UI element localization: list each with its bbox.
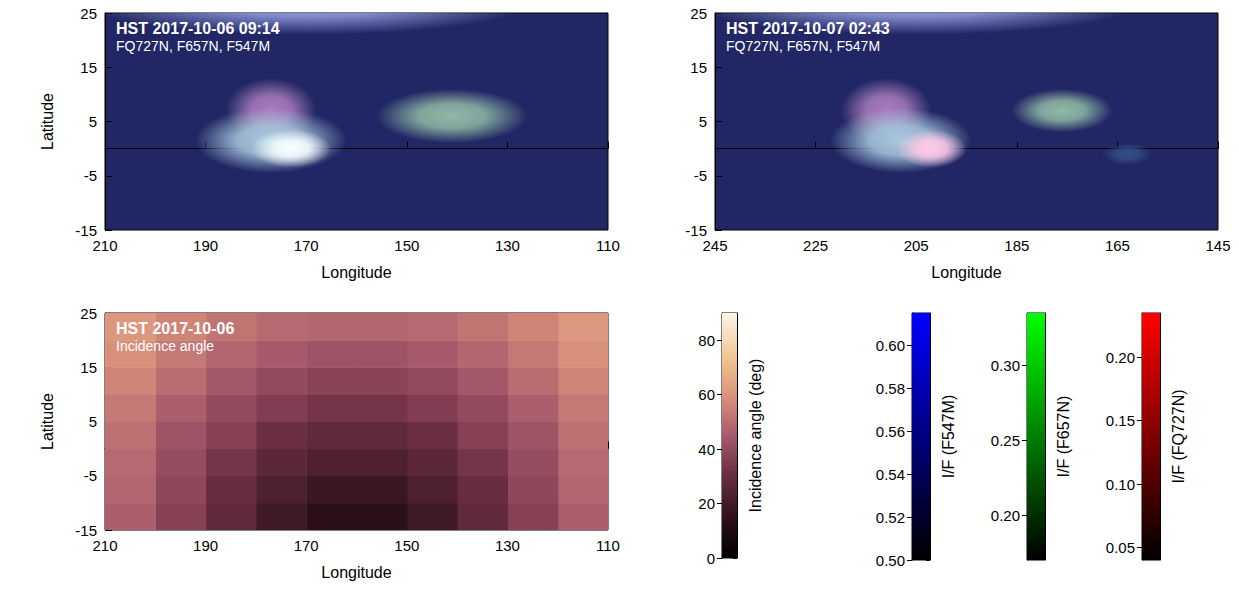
svg-text:-5: -5 (84, 167, 97, 184)
svg-text:FQ727N, F657N, F547M: FQ727N, F657N, F547M (116, 38, 270, 54)
svg-text:Longitude: Longitude (321, 564, 391, 581)
svg-text:I/F (F657N): I/F (F657N) (1055, 396, 1072, 478)
svg-text:190: 190 (193, 537, 218, 554)
svg-text:5: 5 (89, 413, 97, 430)
svg-text:HST: HST (116, 20, 148, 37)
svg-text:60: 60 (698, 386, 715, 403)
svg-text:2017-10-07 02:43: 2017-10-07 02:43 (758, 20, 890, 37)
svg-text:0.25: 0.25 (991, 432, 1020, 449)
svg-text:25: 25 (690, 5, 707, 22)
svg-text:210: 210 (92, 537, 117, 554)
svg-text:170: 170 (294, 537, 319, 554)
svg-text:150: 150 (394, 237, 419, 254)
svg-text:0.52: 0.52 (876, 509, 905, 526)
svg-text:205: 205 (904, 237, 929, 254)
svg-text:20: 20 (698, 495, 715, 512)
svg-text:25: 25 (80, 5, 97, 22)
svg-text:-15: -15 (685, 222, 707, 239)
svg-text:HST 2017-10-06: HST 2017-10-06 (116, 320, 234, 337)
svg-text:0.50: 0.50 (876, 552, 905, 569)
svg-text:40: 40 (698, 441, 715, 458)
svg-text:0.05: 0.05 (1106, 539, 1135, 556)
svg-text:I/F (FQ727N): I/F (FQ727N) (1170, 389, 1187, 483)
svg-text:0.60: 0.60 (876, 337, 905, 354)
svg-text:5: 5 (699, 113, 707, 130)
svg-text:15: 15 (80, 59, 97, 76)
svg-text:130: 130 (495, 237, 520, 254)
svg-text:0.15: 0.15 (1106, 412, 1135, 429)
svg-text:0.20: 0.20 (991, 507, 1020, 524)
svg-text:Longitude: Longitude (321, 264, 391, 281)
svg-text:190: 190 (193, 237, 218, 254)
svg-text:Longitude: Longitude (931, 264, 1001, 281)
svg-text:0.56: 0.56 (876, 423, 905, 440)
svg-text:165: 165 (1105, 237, 1130, 254)
svg-text:-5: -5 (84, 467, 97, 484)
svg-text:-5: -5 (694, 167, 707, 184)
svg-text:0.10: 0.10 (1106, 476, 1135, 493)
svg-text:15: 15 (690, 59, 707, 76)
svg-text:Incidence angle (deg): Incidence angle (deg) (747, 359, 764, 513)
svg-text:2017-10-06 09:14: 2017-10-06 09:14 (148, 20, 280, 37)
svg-text:210: 210 (92, 237, 117, 254)
svg-text:110: 110 (596, 537, 620, 554)
svg-text:0: 0 (707, 550, 715, 567)
svg-text:I/F (F547M): I/F (F547M) (940, 395, 957, 479)
svg-text:130: 130 (495, 537, 520, 554)
svg-text:Latitude: Latitude (39, 93, 56, 150)
svg-text:15: 15 (80, 359, 97, 376)
svg-text:0.20: 0.20 (1106, 349, 1135, 366)
svg-text:Latitude: Latitude (39, 393, 56, 450)
svg-text:25: 25 (80, 305, 97, 322)
svg-text:Incidence angle: Incidence angle (116, 338, 214, 354)
svg-text:170: 170 (294, 237, 319, 254)
svg-text:150: 150 (394, 537, 419, 554)
svg-text:185: 185 (1004, 237, 1029, 254)
svg-text:-15: -15 (75, 222, 97, 239)
svg-text:110: 110 (596, 237, 620, 254)
svg-text:FQ727N, F657N, F547M: FQ727N, F657N, F547M (726, 38, 880, 54)
svg-text:80: 80 (698, 332, 715, 349)
svg-text:0.54: 0.54 (876, 466, 905, 483)
svg-text:245: 245 (702, 237, 727, 254)
svg-text:0.58: 0.58 (876, 380, 905, 397)
svg-text:HST: HST (726, 20, 758, 37)
svg-text:0.30: 0.30 (991, 357, 1020, 374)
svg-text:225: 225 (803, 237, 828, 254)
svg-text:5: 5 (89, 113, 97, 130)
svg-text:145: 145 (1205, 237, 1230, 254)
svg-text:-15: -15 (75, 522, 97, 539)
